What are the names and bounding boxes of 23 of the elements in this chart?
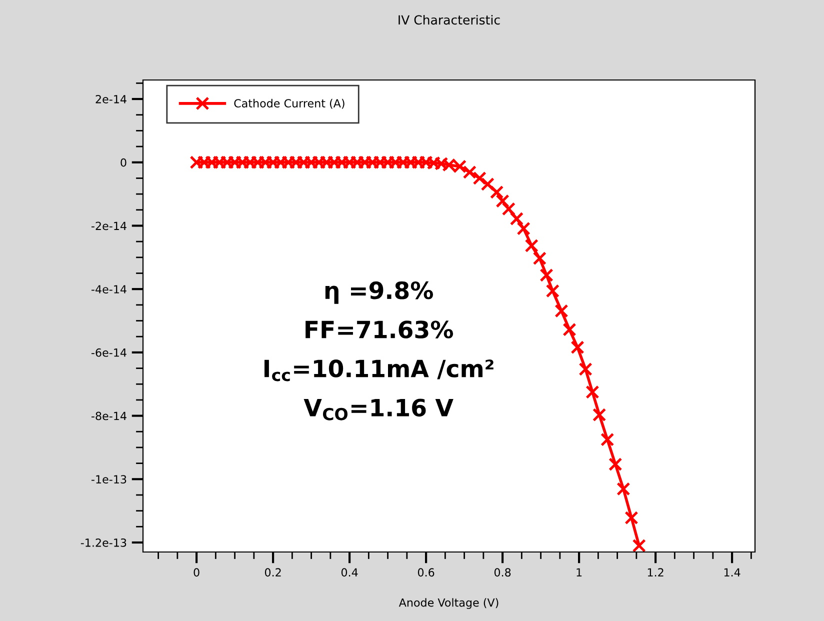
x-tick-label: 0.6 bbox=[418, 568, 434, 577]
y-tick-label: 2e-14 bbox=[96, 94, 126, 104]
x-tick-label: 1.2 bbox=[648, 568, 664, 576]
y-tick-label: -2e-14 bbox=[92, 222, 126, 230]
x-tick-label: 0.8 bbox=[494, 568, 511, 577]
annotation: V$_{CO}$=1.16 V bbox=[304, 398, 454, 420]
x-tick-label: 0 bbox=[194, 568, 200, 577]
annotation: I$_{cc}$=10.11mA /cm² bbox=[264, 360, 494, 382]
y-tick-label: -8e-14 bbox=[92, 412, 126, 420]
legend-label: Cathode Current (A) bbox=[234, 98, 344, 109]
y-tick-label: -4e-14 bbox=[92, 285, 126, 294]
x-axis-title: Anode Voltage (V) bbox=[398, 598, 498, 609]
y-tick-label: -1.2e-13 bbox=[80, 538, 126, 547]
annotation: FF=71.63% bbox=[306, 320, 454, 338]
annotation: η =9.8% bbox=[325, 281, 434, 304]
x-tick-label: 1.4 bbox=[724, 568, 740, 576]
chart-title: IV Characteristic bbox=[398, 14, 500, 25]
x-tick-label: 0.2 bbox=[264, 568, 281, 577]
x-tick-label: 1 bbox=[576, 568, 582, 576]
x-tick-label: 0.4 bbox=[341, 568, 358, 577]
y-tick-label: -1e-13 bbox=[92, 475, 126, 484]
y-tick-label: 0 bbox=[120, 158, 126, 167]
y-tick-label: -6e-14 bbox=[92, 348, 126, 357]
